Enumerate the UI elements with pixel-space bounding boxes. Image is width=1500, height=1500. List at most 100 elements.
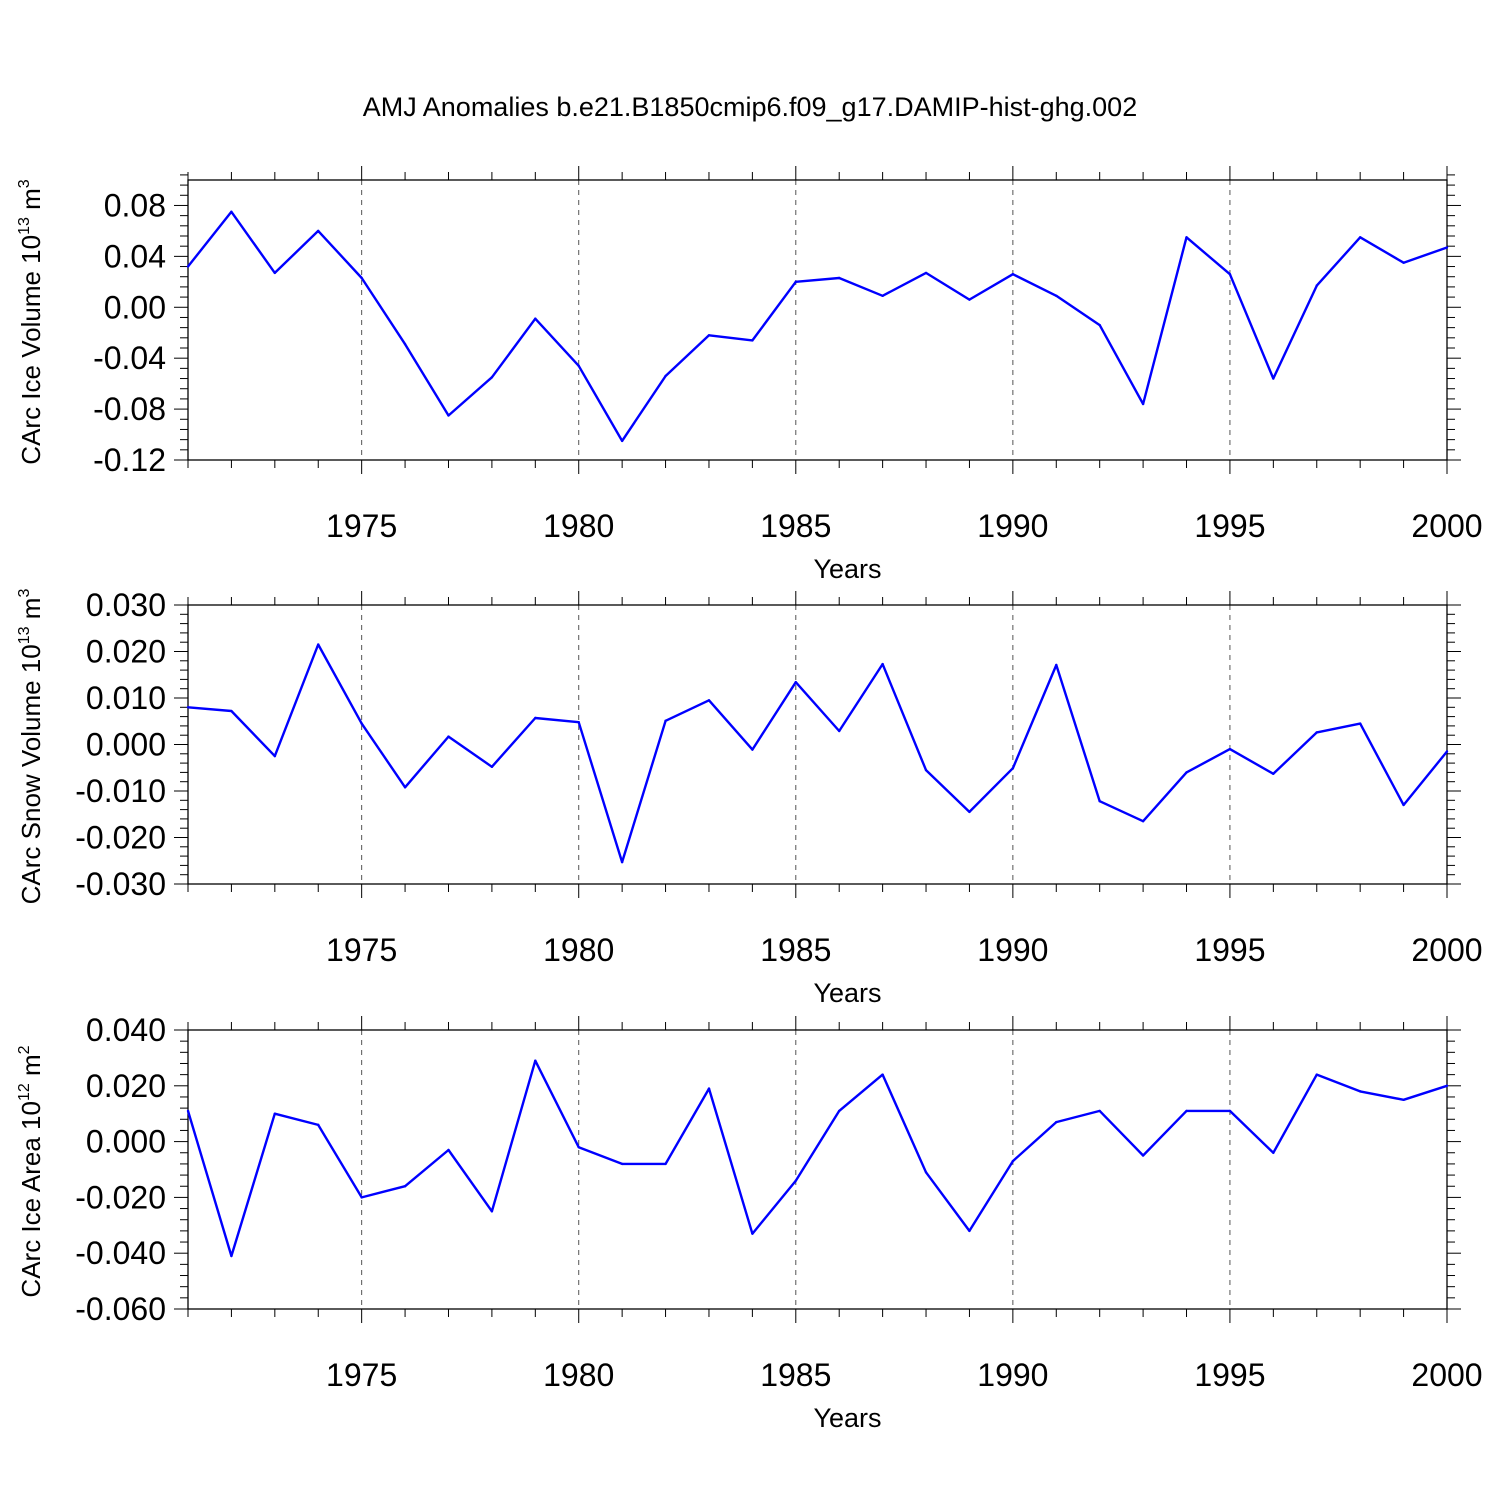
data-point <box>968 1229 971 1233</box>
data-point <box>1141 820 1145 823</box>
data-point <box>403 342 407 346</box>
data-point <box>186 265 190 268</box>
data-point <box>751 339 754 342</box>
data-point <box>1358 236 1362 239</box>
data-point <box>1011 767 1015 770</box>
x-tick-label: 1990 <box>977 1357 1048 1393</box>
data-point <box>447 414 450 417</box>
data-point <box>403 786 407 789</box>
x-tick-label: 1975 <box>326 508 397 544</box>
y-tick-label: -0.020 <box>75 1179 166 1215</box>
x-tick-label: 1990 <box>977 932 1048 968</box>
data-point <box>403 1185 407 1188</box>
data-point <box>1228 1109 1232 1113</box>
data-point <box>794 280 797 284</box>
data-point <box>317 229 320 233</box>
data-point <box>1228 272 1232 276</box>
data-point <box>1445 1084 1449 1088</box>
x-tick-label: 2000 <box>1411 932 1482 968</box>
data-point <box>186 1109 190 1113</box>
x-axis-label: Years <box>813 1403 881 1433</box>
panel-1: 1975 1980 1985 1990 1995 2000 -0.12 -0.08 -0.04 0… <box>16 166 1483 584</box>
y-axis-label-base: CArc Ice Volume 10 <box>16 235 46 465</box>
data-point <box>664 719 667 722</box>
data-point <box>838 729 841 733</box>
x-tick-label: 2000 <box>1411 508 1482 544</box>
data-point <box>664 1162 667 1166</box>
data-point <box>1445 750 1449 753</box>
data-point <box>968 298 971 301</box>
y-tick-label: -0.04 <box>93 340 166 376</box>
y-axis-label-exponent: 13 <box>16 626 33 644</box>
plot-frame <box>187 179 1448 461</box>
data-point <box>490 376 494 379</box>
data-point <box>751 748 754 751</box>
y-tick-label: -0.030 <box>75 866 166 902</box>
data-point <box>447 735 450 738</box>
data-point <box>230 1254 233 1258</box>
data-point <box>360 722 363 725</box>
y-tick-label: 0.000 <box>86 727 166 763</box>
data-point <box>230 210 233 214</box>
y-tick-label: 0.040 <box>86 1012 166 1048</box>
data-point <box>577 1145 580 1149</box>
data-point <box>1445 246 1449 249</box>
y-tick-label: 0.020 <box>86 1068 166 1104</box>
x-tick-label: 1990 <box>977 508 1048 544</box>
data-point <box>1055 294 1058 298</box>
y-axis-label-unit: m <box>16 188 46 217</box>
x-axis-label: Years <box>813 978 881 1008</box>
y-tick-label: 0.030 <box>86 587 166 623</box>
x-tick-label: 1975 <box>326 1357 397 1393</box>
y-axis-label-base: CArc Ice Area 10 <box>16 1101 46 1298</box>
data-point <box>707 334 711 337</box>
y-axis-label-unit: m <box>16 1054 46 1083</box>
data-point <box>707 699 711 702</box>
y-axis-label-unit-exponent: 3 <box>16 179 33 188</box>
x-tick-label: 1985 <box>760 932 831 968</box>
y-tick-label: 0.000 <box>86 1124 166 1160</box>
y-tick-label: -0.020 <box>75 820 166 856</box>
y-tick-label: -0.060 <box>75 1291 166 1327</box>
data-point <box>881 294 884 298</box>
data-point <box>968 810 971 814</box>
data-point <box>1402 261 1405 264</box>
data-point <box>534 716 537 720</box>
y-tick-label: -0.12 <box>93 442 166 478</box>
data-point <box>1402 1098 1405 1101</box>
y-axis-label: CArc Ice Volume 1013 m3 <box>16 179 46 464</box>
y-tick-label: 0.020 <box>86 634 166 670</box>
x-tick-label: 1975 <box>326 932 397 968</box>
x-tick-label: 1995 <box>1194 508 1265 544</box>
data-point <box>620 860 624 864</box>
data-point <box>1185 236 1188 239</box>
panels-group: 1975 1980 1985 1990 1995 2000-0.12-0.08-0.040… <box>16 166 1483 1433</box>
x-tick-label: 1995 <box>1194 932 1265 968</box>
data-point <box>534 317 537 320</box>
y-tick-label: 0.08 <box>104 187 166 223</box>
data-point <box>1098 323 1101 327</box>
x-tick-label: 1995 <box>1194 1357 1265 1393</box>
data-point <box>490 1210 494 1213</box>
data-point <box>838 276 841 280</box>
y-axis-label: CArc Snow Volume 1013 m3 <box>16 589 46 905</box>
data-point <box>881 1073 884 1076</box>
data-point <box>1011 272 1015 276</box>
data-point <box>230 709 233 713</box>
y-tick-label: 0.00 <box>104 289 166 325</box>
data-point <box>273 1112 277 1115</box>
data-point <box>707 1087 711 1090</box>
y-axis-label-unit: m <box>16 598 46 627</box>
data-point <box>1055 663 1058 667</box>
data-point <box>620 1162 624 1166</box>
data-point <box>1141 402 1145 406</box>
y-axis-label-unit-exponent: 3 <box>16 589 33 598</box>
y-axis-label-base: CArc Snow Volume 10 <box>16 644 46 904</box>
data-point <box>1272 1151 1275 1154</box>
data-point <box>1272 772 1275 775</box>
data-point <box>317 1123 320 1127</box>
data-point <box>1315 731 1318 734</box>
series-line <box>187 210 1448 443</box>
data-point <box>447 1148 450 1152</box>
